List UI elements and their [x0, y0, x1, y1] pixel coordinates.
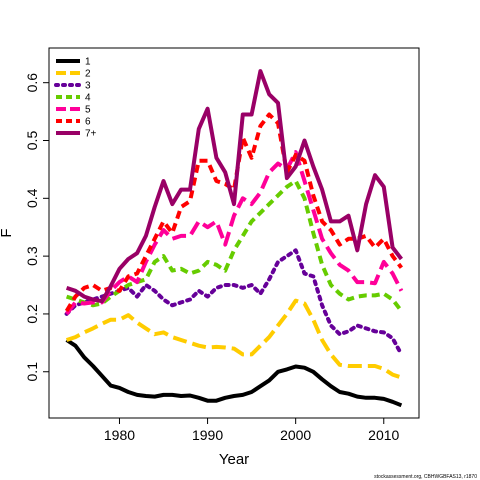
y-tick-label: 0.3 — [24, 246, 40, 266]
legend-label: 6 — [85, 117, 91, 128]
legend-label: 3 — [85, 81, 91, 92]
legend-label: 4 — [85, 93, 91, 104]
y-tick-label: 0.6 — [24, 73, 40, 93]
y-axis-title: F — [0, 228, 15, 237]
axes-layer: 1980 1990 2000 2010 0.1 0.2 0.3 0.4 0.5 0.6 — [24, 73, 400, 443]
legend-label: 1 — [85, 57, 91, 68]
x-axis-title: Year — [219, 451, 249, 468]
series-line-1 — [65, 338, 403, 408]
legend-label: 7+ — [85, 129, 97, 140]
series-line-7plus — [65, 69, 403, 304]
series-layer — [64, 69, 404, 408]
y-tick-label: 0.2 — [24, 304, 40, 324]
y-tick-label: 0.1 — [24, 362, 40, 382]
y-tick-label: 0.5 — [24, 131, 40, 151]
plot-frame — [48, 47, 420, 419]
x-tick-label: 1990 — [192, 427, 223, 443]
series-line-3 — [64, 248, 404, 357]
legend-label: 5 — [85, 105, 91, 116]
x-tick-label: 1980 — [104, 427, 135, 443]
series-line-5 — [65, 150, 404, 316]
credit-text: stockassessment.org, CBHWGBFAS13, r1870 — [374, 474, 477, 480]
x-tick-label: 2000 — [280, 427, 311, 443]
series-line-2 — [65, 298, 403, 380]
legend-label: 2 — [85, 69, 91, 80]
y-tick-label: 0.4 — [24, 188, 40, 208]
x-tick-label: 2010 — [368, 427, 399, 443]
